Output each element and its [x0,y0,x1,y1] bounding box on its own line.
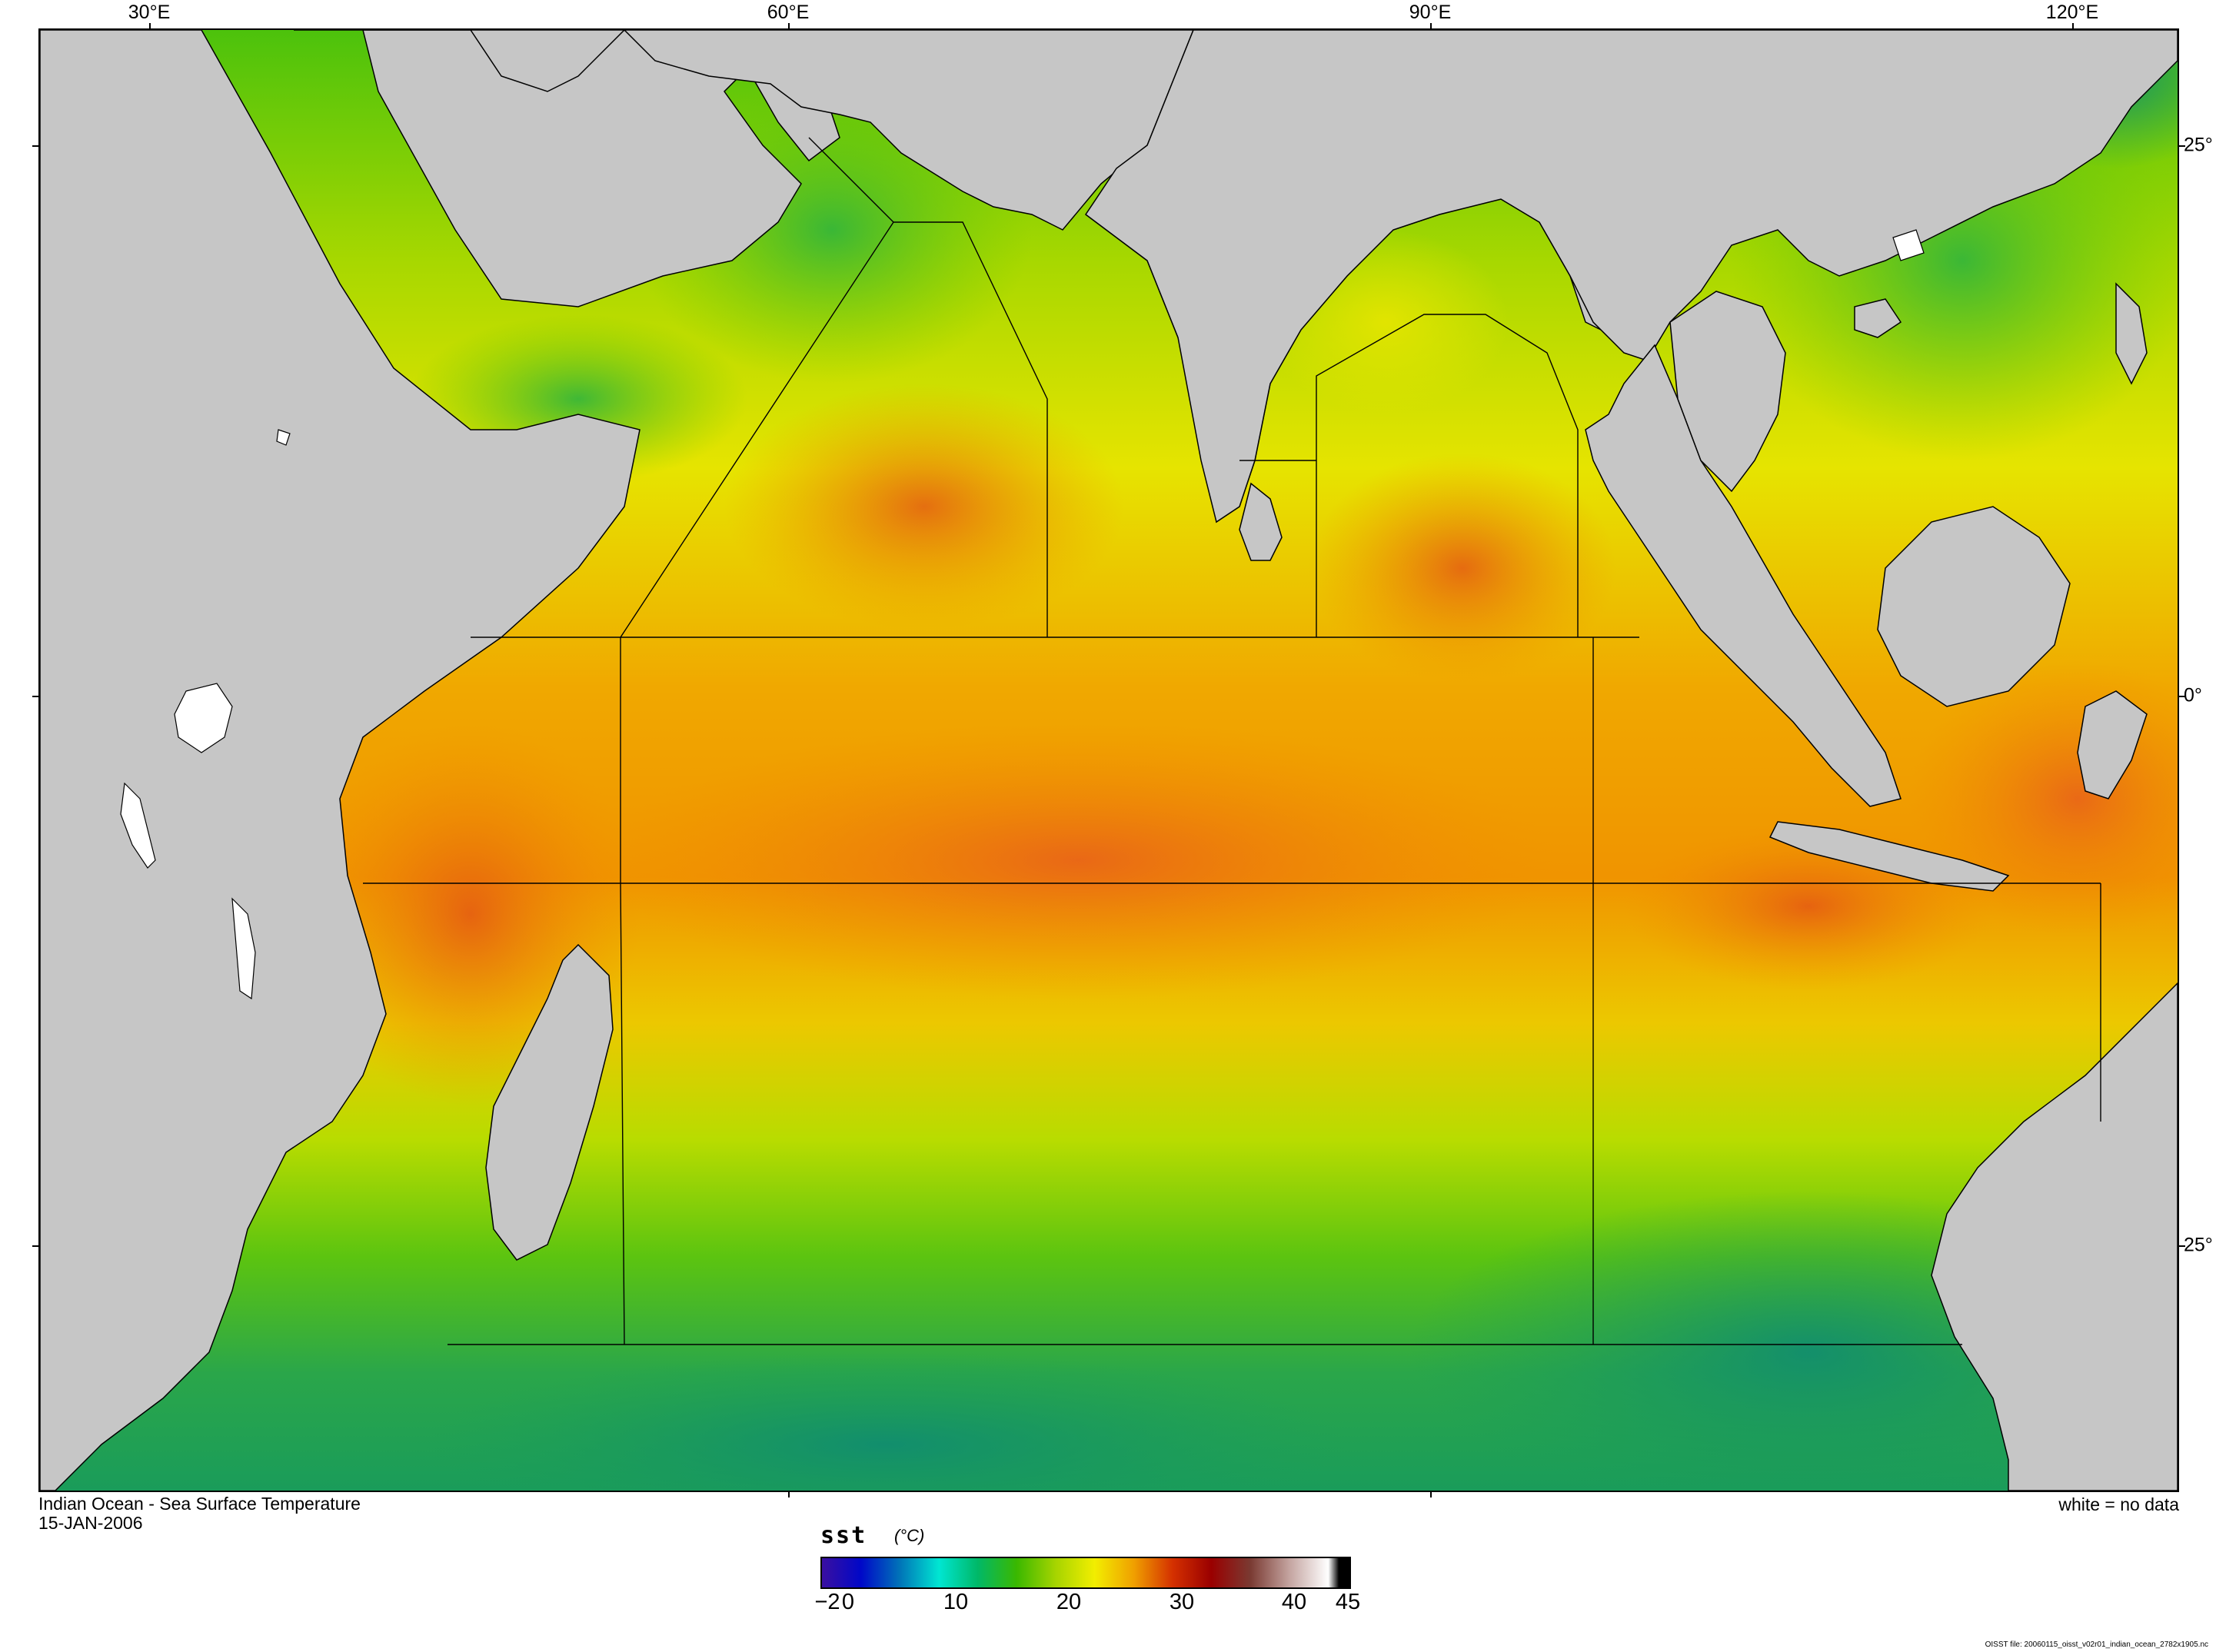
colorbar-tick: 10 [943,1590,969,1614]
colorbar-tick: 40 [1281,1590,1307,1614]
colorbar-tick: 0 [841,1590,855,1614]
map-caption: Indian Ocean - Sea Surface Temperature 1… [38,1494,361,1533]
land-arabia-north [363,30,626,92]
region-boundaries [363,137,2101,1345]
land-sumatra [1585,344,1902,807]
warm-pool-arabian [724,384,1124,630]
boundary-persian-gulf [808,137,894,223]
tick-right [2178,696,2185,697]
tick-bottom [1430,1491,1432,1497]
lon-label-30e: 30°E [128,2,171,23]
no-data-east-asia-lake [1892,229,1925,261]
boundary-west-vertical [620,637,625,1345]
source-note: OISST file: 20060115_oisst_v02r01_indian… [1985,1640,2208,1649]
tick-top [149,23,151,30]
land-hainan [1854,298,1902,338]
warm-pool-central [601,722,1555,999]
colorbar-tick: −2 [814,1590,840,1614]
colorbar-unit: (°C) [894,1526,925,1545]
lon-label-60e: 60°E [767,2,810,23]
land-philippines [2115,282,2148,385]
lat-label-0: 0° [2184,684,2202,706]
map-title: Indian Ocean - Sea Surface Temperature [38,1494,361,1514]
land-sulawesi [2077,690,2148,799]
tick-top [1430,23,1432,30]
land-australia [1931,982,2178,1491]
lon-label-90e: 90°E [1409,2,1452,23]
land-sri-lanka [1239,482,1283,561]
colorbar-tick: 20 [1056,1590,1082,1614]
tick-left [32,1245,39,1247]
land-africa [40,30,641,1491]
tick-top [788,23,790,30]
land-asia [1084,30,2178,524]
map-date: 15-JAN-2006 [38,1513,143,1533]
colorbar-tick: 45 [1335,1590,1361,1614]
tick-right [2178,1245,2185,1247]
no-data-areas [120,229,1925,1000]
no-data-lake-malawi [231,897,256,1000]
land-masses [40,30,2178,1491]
sst-map [38,28,2179,1492]
lon-label-120e: 120°E [2045,2,2099,23]
no-data-lake-victoria [174,683,233,753]
no-data-note: white = no data [2058,1494,2179,1514]
lat-label-25n: 25° [2184,134,2213,156]
colorbar-tick: 30 [1169,1590,1195,1614]
colorbar [820,1557,1351,1589]
warm-pool-bengal [1309,453,1616,683]
tick-top [2072,23,2074,30]
colorbar-variable: sst [820,1522,867,1549]
lat-label-25s: 25° [2184,1234,2213,1256]
tick-left [32,145,39,147]
no-data-lake-tana [276,429,291,446]
tick-right [2178,145,2185,147]
boundary-arabian-sea [620,221,1048,638]
land-borneo [1877,506,2071,707]
cool-southern-west [424,1352,1347,1491]
sst-map-svg [40,30,2178,1491]
tick-left [32,696,39,697]
land-malay-peninsula [1669,291,1786,493]
land-madagascar [485,943,614,1261]
land-java [1768,821,2010,892]
no-data-lake-tanganyika [120,782,156,869]
tick-bottom [788,1491,790,1497]
boundary-bay-bengal [1316,314,1579,637]
